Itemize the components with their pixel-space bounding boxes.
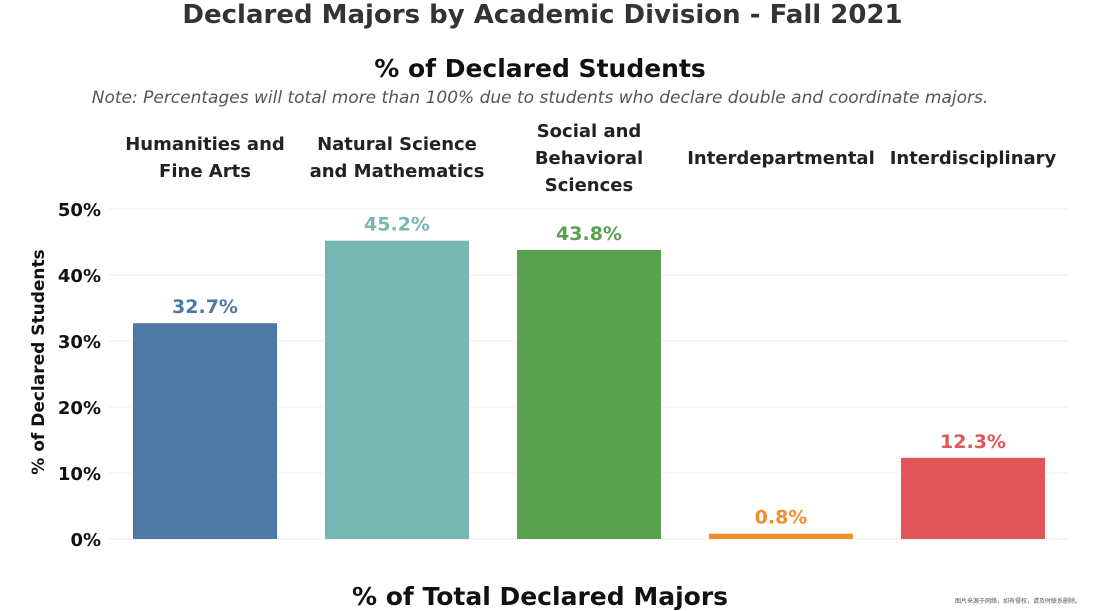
category-label: Interdisciplinary <box>889 147 1057 169</box>
y-tick-label: 0% <box>70 530 101 551</box>
y-tick-label: 40% <box>58 266 101 287</box>
y-axis-title: % of Declared Students <box>29 249 49 474</box>
category-label: Social and Behavioral Sciences <box>534 120 644 196</box>
bar <box>901 457 1045 539</box>
category-label: Humanities and Fine Arts <box>125 134 285 182</box>
bar <box>709 533 853 539</box>
bar <box>133 323 277 539</box>
y-tick-label: 20% <box>58 398 101 419</box>
y-tick-label: 50% <box>58 200 101 221</box>
value-label: 0.8% <box>755 507 808 529</box>
y-tick-label: 10% <box>58 464 101 485</box>
value-label: 45.2% <box>364 214 430 236</box>
chart-title: Declared Majors by Academic Division - F… <box>182 0 903 30</box>
category-label: Natural Science and Mathematics <box>309 134 485 182</box>
y-tick-label: 30% <box>58 332 101 353</box>
category-label: Interdepartmental <box>687 147 875 169</box>
value-label: 12.3% <box>940 431 1006 453</box>
x-axis-title: % of Total Declared Majors <box>351 582 729 611</box>
watermark: 图片来源于网络，如有侵权，请及时联系删除。 <box>955 598 1082 605</box>
bar <box>325 240 469 539</box>
bar <box>517 249 661 540</box>
chart-subtitle: % of Declared Students <box>374 54 706 83</box>
value-label: 32.7% <box>172 296 238 318</box>
note: Note: Percentages will total more than 1… <box>91 88 989 108</box>
value-label: 43.8% <box>556 223 622 245</box>
